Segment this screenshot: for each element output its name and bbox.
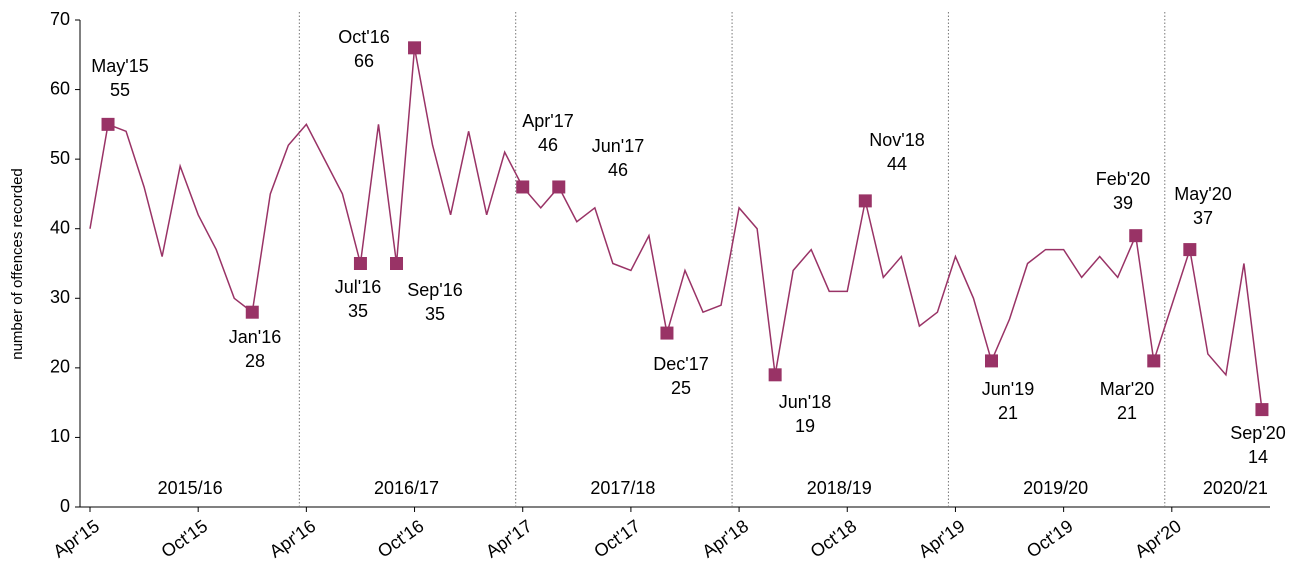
- period-label: 2018/19: [807, 478, 872, 498]
- annotation-label: Mar'20: [1100, 379, 1154, 399]
- x-tick-label: Oct'17: [590, 516, 644, 562]
- x-tick-label: Apr'17: [482, 516, 536, 562]
- y-tick-label: 60: [50, 78, 70, 98]
- marker: [408, 41, 422, 55]
- marker: [1183, 243, 1197, 257]
- annotation-value: 46: [538, 135, 558, 155]
- marker: [1129, 229, 1143, 243]
- annotation-value: 66: [354, 51, 374, 71]
- marker: [660, 326, 674, 340]
- y-tick-label: 70: [50, 9, 70, 29]
- y-tick-label: 40: [50, 217, 70, 237]
- annotation-value: 21: [1117, 403, 1137, 423]
- annotation-label: Jun'19: [982, 379, 1034, 399]
- y-axis-label: number of offences recorded: [9, 168, 26, 360]
- marker: [1147, 354, 1161, 368]
- marker: [552, 180, 566, 194]
- annotation-value: 21: [998, 403, 1018, 423]
- x-tick-label: Oct'19: [1023, 516, 1077, 562]
- annotation-label: Sep'16: [407, 280, 463, 300]
- annotation-value: 39: [1113, 193, 1133, 213]
- annotation-value: 44: [887, 154, 907, 174]
- x-tick-label: Apr'19: [915, 516, 969, 562]
- period-label: 2016/17: [374, 478, 439, 498]
- x-tick-label: Apr'15: [49, 516, 103, 562]
- marker: [985, 354, 998, 368]
- marker: [1255, 403, 1269, 417]
- annotation-value: 55: [110, 80, 130, 100]
- marker: [101, 117, 115, 131]
- annotation-label: Apr'17: [522, 111, 573, 131]
- annotation-label: Sep'20: [1230, 423, 1286, 443]
- marker: [390, 257, 404, 270]
- marker: [245, 305, 259, 319]
- annotation-value: 37: [1193, 208, 1213, 228]
- marker: [353, 257, 367, 270]
- annotation-label: Jan'16: [229, 327, 281, 347]
- y-tick-label: 30: [50, 287, 70, 307]
- marker: [768, 368, 782, 382]
- y-tick-label: 50: [50, 148, 70, 168]
- x-tick-label: Oct'18: [807, 516, 861, 562]
- y-tick-label: 0: [60, 496, 70, 516]
- marker: [858, 194, 872, 208]
- annotation-label: Jun'17: [592, 136, 644, 156]
- y-tick-label: 20: [50, 357, 70, 377]
- annotation-label: Oct'16: [338, 27, 389, 47]
- annotation-label: Jun'18: [779, 392, 831, 412]
- annotation-value: 46: [608, 160, 628, 180]
- period-label: 2015/16: [158, 478, 223, 498]
- annotation-label: May'15: [91, 56, 148, 76]
- annotation-value: 25: [671, 378, 691, 398]
- x-tick-label: Apr'20: [1131, 516, 1185, 562]
- annotation-value: 28: [245, 351, 265, 371]
- annotation-label: Feb'20: [1096, 169, 1150, 189]
- x-tick-label: Apr'18: [698, 516, 752, 562]
- line: [89, 47, 1263, 410]
- x-tick-label: Oct'16: [374, 516, 428, 562]
- annotation-label: Jul'16: [335, 277, 381, 297]
- annotation-label: May'20: [1174, 184, 1231, 204]
- marker: [516, 180, 530, 194]
- period-label: 2019/20: [1023, 478, 1088, 498]
- x-tick-label: Apr'16: [266, 516, 320, 562]
- annotation-value: 19: [795, 416, 815, 436]
- annotation-value: 14: [1248, 447, 1268, 467]
- x-tick-label: Oct'15: [158, 516, 212, 562]
- y-tick-label: 10: [50, 426, 70, 446]
- period-label: 2020/21: [1203, 478, 1268, 498]
- annotation-label: Dec'17: [653, 354, 708, 374]
- annotation-value: 35: [348, 301, 368, 321]
- period-label: 2017/18: [590, 478, 655, 498]
- annotation-label: Nov'18: [869, 130, 924, 150]
- annotation-value: 35: [425, 304, 445, 324]
